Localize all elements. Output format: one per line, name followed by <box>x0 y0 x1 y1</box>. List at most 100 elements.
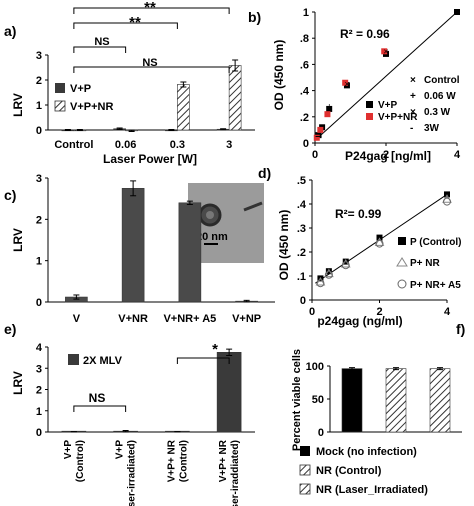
panel-b-ytick-label: 0 <box>303 138 309 150</box>
panel-d-xtick-label: 0 <box>309 306 315 318</box>
panel-b-ylabel: OD (450 nm) <box>272 40 286 111</box>
panel-d-ytick-label: .4 <box>297 199 307 211</box>
panel-d-ylabel: OD (450 nm) <box>277 210 291 281</box>
panel-a-bar <box>228 65 242 131</box>
panel-d-xtick-label: 2 <box>376 306 382 318</box>
panel-e-bracket-label-1: NS <box>89 391 106 405</box>
panel-f-legend-1: Mock (no infection) <box>316 446 417 458</box>
panel-d-xtick-label: 4 <box>444 306 451 318</box>
panel-d-point <box>374 237 385 246</box>
panel-d-ytick-label: .5 <box>297 175 306 187</box>
panel-a-xlabel: Laser Power [W] <box>103 152 197 166</box>
panel-b-point: + <box>327 101 332 111</box>
panel-b-point <box>342 79 349 86</box>
panel-d-point <box>341 261 350 270</box>
panel-e-ytick-label: 3 <box>36 363 42 375</box>
panel-b-point <box>326 105 333 112</box>
panel-b-xtick-label: 4 <box>454 149 461 161</box>
panel-b-point: × <box>344 79 349 89</box>
panel-a-bracket-label-3: NS <box>94 36 109 48</box>
panel-e-ylabel: LRV <box>11 371 25 395</box>
panel-b-legend-sym-03: × <box>410 107 416 118</box>
panel-letter-b: b) <box>248 9 261 25</box>
panel-b-point: × <box>383 46 388 56</box>
panel-a-xtick-label: 0.3 <box>170 139 185 151</box>
panel-e-legend-swatch <box>68 354 79 365</box>
panel-a-xtick-label: 3 <box>226 139 232 151</box>
panel-a-ylabel: LRV <box>11 93 25 117</box>
panel-a-bracket <box>73 46 127 53</box>
panel-letter-d: d) <box>258 165 271 181</box>
panel-b-legend-006: 0.06 W <box>424 91 456 102</box>
panel-d-legend-swatch-3 <box>397 279 407 289</box>
panel-e-ytick-label: 1 <box>36 406 42 418</box>
panel-e-xtick-label: V+P+ NR(Control) <box>166 439 189 482</box>
panel-b-xtick-label: 2 <box>383 149 389 161</box>
panel-b: OD (450 nm) P24gag [ng/ml] R² = 0.96 Con… <box>272 27 460 163</box>
panel-c-inset-rod <box>243 201 263 212</box>
panel-d-point <box>340 258 351 268</box>
panel-b-legend-control: Control <box>424 75 460 86</box>
panel-a-bracket <box>73 66 230 73</box>
panel-d-ytick-label: .1 <box>297 271 306 283</box>
panel-b-ytick-label: .6 <box>300 59 309 71</box>
panel-e-xtick-label: V+P(Laser-irradiated) <box>115 440 138 506</box>
panel-c-ytick-label: 0 <box>36 297 42 309</box>
panel-a-legend-1: V+P <box>70 83 91 95</box>
panel-c-ytick-label: 2 <box>36 214 42 226</box>
panel-b-legend-vp: V+P <box>378 100 398 111</box>
panel-b-legend-swatch-vp <box>366 101 373 108</box>
panel-d-legend-3: P+ NR+ A5 <box>410 280 461 291</box>
panel-f-bar <box>429 368 451 433</box>
panel-e-bracket <box>176 357 230 364</box>
panel-a-legend-swatch-2 <box>54 100 66 112</box>
panel-e-bracket <box>73 405 127 412</box>
panel-b-point <box>454 9 460 15</box>
panel-a-xtick-label: 0.06 <box>115 139 136 151</box>
panel-d-point <box>324 268 334 278</box>
panel-b-point <box>324 111 331 118</box>
panel-b-point <box>381 48 388 55</box>
panel-d-ytick-label: 0 <box>300 295 306 307</box>
panel-f-bar <box>341 368 363 433</box>
panel-b-xtick-label: 0 <box>312 149 318 161</box>
panel-b-r2: R² = 0.96 <box>340 27 390 41</box>
panel-b-legend-sym-006: + <box>410 91 416 102</box>
panel-a-ytick-label: 1 <box>36 100 42 112</box>
panel-letter-f: f) <box>456 321 465 337</box>
panel-e-ytick-label: 4 <box>36 342 43 354</box>
panel-e-legend: 2X MLV <box>83 355 123 367</box>
panel-b-ytick-label: .4 <box>300 86 310 98</box>
panel-d-point <box>375 239 384 248</box>
panel-f-legend-swatch-3 <box>299 483 311 495</box>
panel-letter-c: c) <box>4 187 16 203</box>
panel-c-xtick-label: V+NP <box>232 313 261 325</box>
panel-b-legend-vpnr: V+P+NR <box>378 112 418 123</box>
panel-b-ytick-label: 1 <box>303 7 309 19</box>
panel-e-ytick-label: 2 <box>36 385 42 397</box>
panel-e-xtick-label: V+P(Control) <box>63 440 86 483</box>
panel-c-bar <box>178 202 202 303</box>
panel-b-fit-line <box>314 11 458 141</box>
panel-c-inset-particle-core <box>206 211 214 219</box>
panel-d-point <box>443 197 451 206</box>
panel-c-ytick-label: 3 <box>36 173 42 185</box>
panel-a-ytick-label: 2 <box>36 75 42 87</box>
panel-c-ytick-label: 1 <box>36 256 42 268</box>
panel-b-legend-3w: 3W <box>424 123 440 134</box>
panel-d-legend-2: P+ NR <box>410 258 441 269</box>
panel-f-ytick-label: 100 <box>306 361 324 373</box>
panel-b-point <box>317 126 324 133</box>
panel-c-xtick-label: V <box>73 313 81 325</box>
panel-f-legend-3: NR (Laser_Irradiated) <box>316 484 428 496</box>
panel-f-bar <box>385 368 407 433</box>
panel-e-xtick-label: V+P+ NR(Laser-iraddiated) <box>218 439 241 506</box>
panel-b-legend-swatch-vpnr <box>366 113 373 120</box>
panel-d-xlabel: p24gag (ng/ml) <box>317 314 402 328</box>
panel-c-inset-scale-label: 20 nm <box>196 231 228 243</box>
panel-d-legend-1: P (Control) <box>410 237 461 248</box>
panel-c-xtick-label: V+NR <box>118 313 148 325</box>
panel-a-ytick-label: 0 <box>36 125 42 137</box>
panel-d-r2: R²= 0.99 <box>335 207 382 221</box>
